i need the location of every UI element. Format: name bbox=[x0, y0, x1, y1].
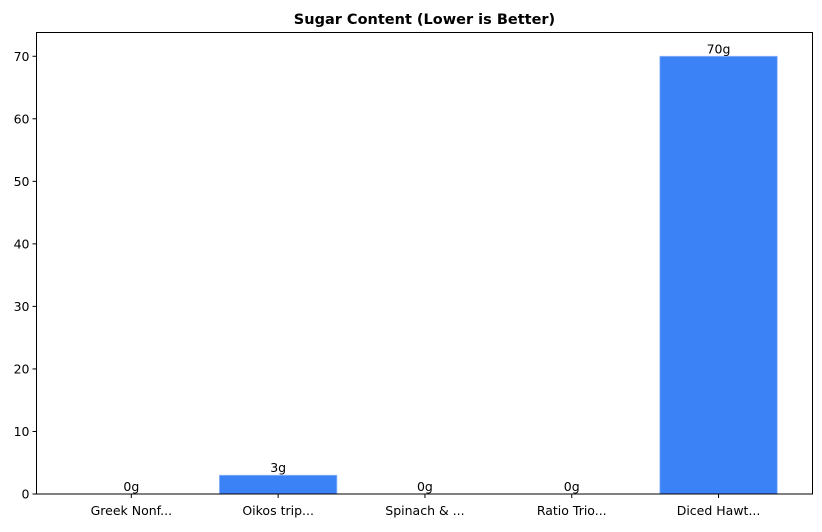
x-tick-label: Oikos trip... bbox=[242, 503, 314, 518]
x-tick-label: Spinach & ... bbox=[385, 503, 464, 518]
y-tick-label: 10 bbox=[14, 424, 30, 439]
x-tick-label: Greek Nonf... bbox=[91, 503, 172, 518]
data-label: 70g bbox=[707, 41, 731, 56]
y-tick-label: 0 bbox=[22, 487, 30, 502]
plot-frame bbox=[36, 32, 813, 495]
y-tick-label: 50 bbox=[14, 174, 30, 189]
chart-title: Sugar Content (Lower is Better) bbox=[294, 12, 555, 28]
y-tick-label: 20 bbox=[14, 361, 30, 376]
y-tick-label: 40 bbox=[14, 236, 30, 251]
y-tick-label: 60 bbox=[14, 111, 30, 126]
y-tick-label: 70 bbox=[14, 49, 30, 64]
x-tick-label: Ratio Trio... bbox=[537, 503, 607, 518]
x-tick-label: Diced Hawt... bbox=[677, 503, 761, 518]
data-label: 3g bbox=[270, 460, 286, 475]
bar bbox=[659, 55, 778, 495]
data-label: 0g bbox=[123, 479, 139, 494]
y-tick-label: 30 bbox=[14, 299, 30, 314]
data-label: 0g bbox=[564, 479, 580, 494]
bar bbox=[219, 474, 338, 495]
data-label: 0g bbox=[417, 479, 433, 494]
